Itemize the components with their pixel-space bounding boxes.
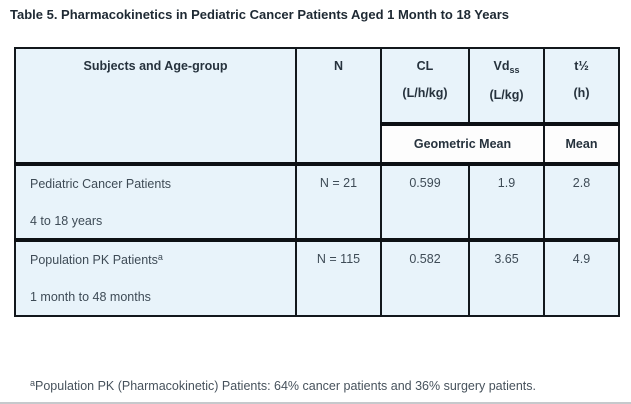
subjects-name: Pediatric Cancer Patients <box>30 177 172 191</box>
column-header-n: N <box>295 47 382 166</box>
statistic-header-row: Geometric Mean Mean <box>15 122 620 166</box>
cl-value-cell: 0.582 <box>380 239 470 317</box>
column-header-cl: CL (L/h/kg) <box>380 47 470 125</box>
table-footnote: aPopulation PK (Pharmacokinetic) Patient… <box>30 378 536 393</box>
bottom-divider <box>0 402 631 404</box>
thalf-value-cell: 2.8 <box>543 163 620 242</box>
vdss-value-cell: 1.9 <box>468 163 545 242</box>
column-header-vdss-unit: (L/kg) <box>489 88 524 102</box>
thalf-value-cell: 4.9 <box>543 239 620 317</box>
vdss-value-cell: 3.65 <box>468 239 545 317</box>
subjects-superscript: a <box>157 252 163 262</box>
cl-value-cell: 0.599 <box>380 163 470 242</box>
column-header-thalf-name: t½ <box>574 59 589 73</box>
footnote-text: Population PK (Pharmacokinetic) Patients… <box>35 379 536 393</box>
vdss-subscript: ss <box>509 65 520 75</box>
n-value-cell: N = 21 <box>295 163 382 242</box>
subjects-cell: Pediatric Cancer Patients 4 to 18 years <box>14 163 297 242</box>
subjects-cell: Population PK Patientsa 1 month to 48 mo… <box>14 239 297 317</box>
column-header-vdss-name: Vdss <box>493 59 520 75</box>
table-header-row: Subjects and Age-group N CL (L/h/kg) Vds… <box>14 47 620 166</box>
geometric-mean-header: Geometric Mean <box>380 122 545 166</box>
column-header-vdss: Vdss (L/kg) <box>468 47 545 125</box>
subjects-name: Population PK Patientsa <box>30 252 163 267</box>
column-header-subjects: Subjects and Age-group <box>14 47 297 166</box>
column-header-thalf-unit: (h) <box>573 86 590 100</box>
table-row-pediatric-cancer: Pediatric Cancer Patients 4 to 18 years … <box>14 163 620 242</box>
n-value-cell: N = 115 <box>295 239 382 317</box>
column-header-cl-name: CL <box>416 59 434 73</box>
mean-header: Mean <box>543 122 620 166</box>
footnote-marker: a <box>30 378 36 388</box>
column-header-cl-unit: (L/h/kg) <box>402 86 448 100</box>
table-row-population-pk: Population PK Patientsa 1 month to 48 mo… <box>14 239 620 317</box>
column-header-thalf: t½ (h) <box>543 47 620 125</box>
pharmacokinetics-table: Subjects and Age-group N CL (L/h/kg) Vds… <box>14 47 620 317</box>
table-title: Table 5. Pharmacokinetics in Pediatric C… <box>10 7 509 22</box>
subjects-age-range: 1 month to 48 months <box>30 290 151 304</box>
subjects-age-range: 4 to 18 years <box>30 214 103 228</box>
